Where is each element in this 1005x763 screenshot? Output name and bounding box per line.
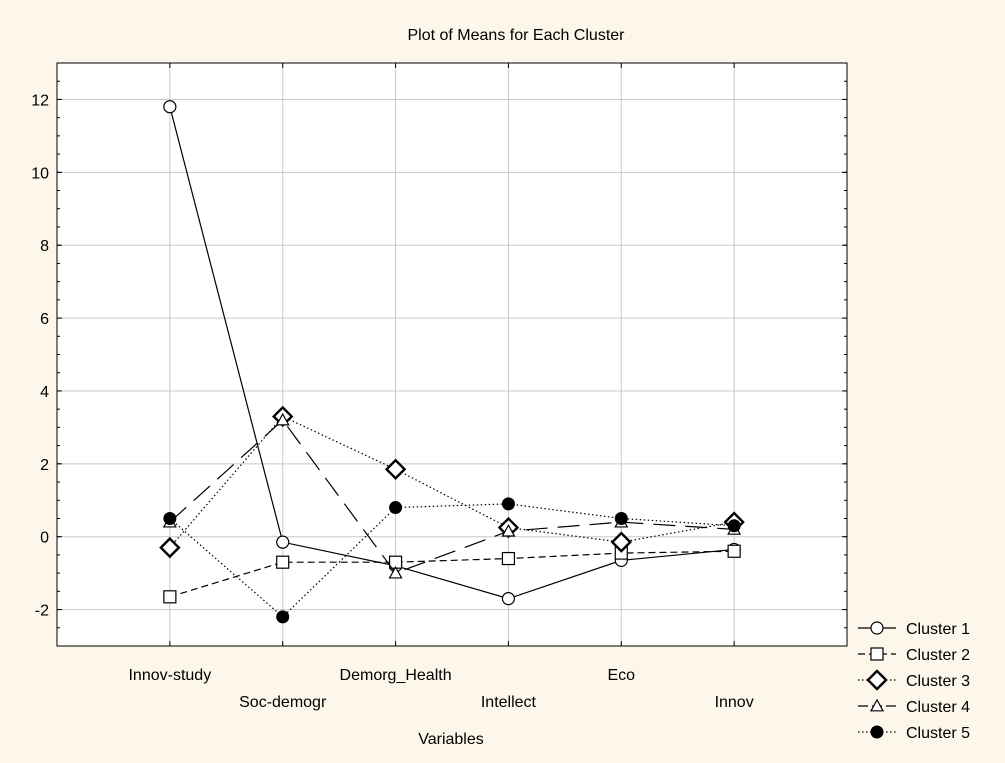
series-line: [169, 503, 735, 618]
data-point: [389, 501, 403, 515]
plot-area-background: [57, 63, 847, 646]
x-tick-label: Innov-study: [128, 667, 211, 684]
legend-item: Cluster 5: [858, 725, 970, 742]
data-point: [870, 621, 884, 635]
y-tick-label: 10: [31, 165, 49, 182]
series-layer: [159, 100, 745, 624]
legend-label: Cluster 5: [906, 725, 970, 742]
x-tick-label: Intellect: [481, 694, 537, 711]
legend-label: Cluster 1: [906, 621, 970, 638]
data-point: [275, 412, 290, 426]
data-point: [614, 511, 628, 525]
data-point: [163, 590, 177, 604]
legend: Cluster 1 Cluster 2 Cluster 3 Cluster 4 Clus…: [858, 621, 970, 742]
x-tick-label: Soc-demogr: [239, 694, 327, 711]
data-point: [163, 100, 177, 114]
y-tick-label: 0: [40, 530, 49, 547]
series-cluster-5: [163, 497, 741, 624]
data-point: [276, 555, 290, 569]
x-axis-label: Variables: [418, 731, 484, 748]
data-point: [870, 647, 884, 661]
y-tick-label: 2: [40, 457, 49, 474]
data-point: [501, 523, 516, 537]
chart-title: Plot of Means for Each Cluster: [408, 27, 626, 44]
x-tick-label: Eco: [607, 667, 635, 684]
series-line: [169, 106, 735, 600]
data-point: [501, 551, 516, 566]
data-point: [276, 610, 290, 624]
y-tick-label: 6: [40, 311, 49, 328]
y-tick-label: 12: [31, 92, 49, 109]
legend-item: Cluster 2: [858, 647, 970, 664]
data-point: [163, 511, 177, 525]
data-point: [501, 592, 516, 606]
data-point: [866, 669, 888, 691]
x-tick-label: Demorg_Health: [340, 667, 452, 684]
data-point: [870, 725, 884, 739]
data-point: [610, 531, 632, 553]
data-point: [501, 497, 515, 511]
data-point: [276, 535, 290, 549]
data-point: [384, 458, 407, 480]
y-tick-label: 4: [40, 384, 49, 401]
y-tick-label: 8: [40, 238, 49, 255]
series-cluster-2: [163, 544, 741, 604]
y-tick-label: -2: [35, 603, 49, 620]
legend-item: Cluster 4: [858, 698, 970, 716]
data-point: [727, 519, 741, 533]
data-point: [388, 565, 403, 579]
data-point: [727, 544, 741, 558]
data-point: [159, 536, 181, 559]
series-line: [169, 419, 735, 574]
legend-label: Cluster 3: [906, 673, 970, 690]
x-tick-label: Innov: [715, 694, 754, 711]
legend-label: Cluster 2: [906, 647, 970, 664]
series-line: [169, 550, 735, 598]
data-point: [869, 698, 885, 712]
legend-label: Cluster 4: [906, 699, 970, 716]
legend-item: Cluster 1: [858, 621, 970, 638]
axis-layer: -2 0 2 4 6 8 10 12 Innov-study Soc-demogr Demorg_H…: [31, 62, 847, 711]
series-line: [169, 415, 735, 549]
legend-item: Cluster 3: [858, 669, 970, 691]
